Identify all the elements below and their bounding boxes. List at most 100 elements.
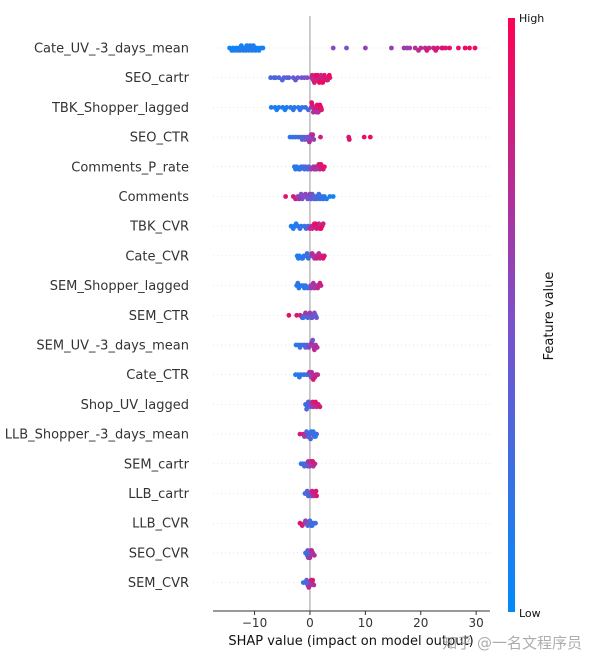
shap-point xyxy=(304,577,309,583)
shap-point xyxy=(308,436,313,442)
shap-point xyxy=(330,45,336,51)
shap-point xyxy=(363,45,368,51)
shap-point xyxy=(310,132,316,138)
shap-point xyxy=(316,221,322,227)
shap-point xyxy=(290,226,296,232)
shap-point xyxy=(317,80,322,85)
feature-label: SEO_cartr xyxy=(125,71,190,86)
shap-point xyxy=(317,280,323,286)
shap-point xyxy=(260,45,266,51)
shap-point xyxy=(297,431,303,437)
shap-point xyxy=(268,105,274,110)
shap-point xyxy=(304,75,310,81)
shap-point xyxy=(304,251,310,256)
shap-point xyxy=(273,75,278,81)
shap-point xyxy=(294,312,300,318)
shap-point xyxy=(314,255,319,261)
feature-label: SEM_cartr xyxy=(124,457,190,472)
shap-point xyxy=(297,374,302,380)
shap-point xyxy=(297,166,303,172)
shap-point xyxy=(310,429,316,435)
shap-point xyxy=(309,191,315,197)
shap-point xyxy=(472,45,478,51)
points-layer xyxy=(227,43,478,590)
shap-point xyxy=(467,45,472,51)
shap-point xyxy=(295,280,301,286)
shap-point xyxy=(389,45,394,51)
shap-point xyxy=(404,45,410,51)
shap-point xyxy=(300,315,306,321)
shap-point xyxy=(326,72,332,78)
shap-point xyxy=(315,285,321,291)
shap-point xyxy=(310,109,316,115)
shap-point xyxy=(318,72,324,78)
shap-point xyxy=(312,80,317,85)
shap-point xyxy=(367,134,373,140)
feature-label: Comments_P_rate xyxy=(71,160,189,175)
shap-point xyxy=(279,77,285,83)
shap-point xyxy=(313,434,318,439)
colorbar-high-label: High xyxy=(519,12,544,25)
shap-point xyxy=(311,137,317,142)
shap-point xyxy=(303,310,308,316)
shap-point xyxy=(296,196,302,202)
shap-point xyxy=(330,194,336,199)
shap-point xyxy=(312,347,317,353)
shap-point xyxy=(309,251,315,256)
shap-point xyxy=(313,399,318,405)
x-ticks: −10 0 10 20 30 xyxy=(242,611,484,630)
x-tick-label: 10 xyxy=(358,616,373,630)
shap-point xyxy=(303,345,308,350)
shap-point xyxy=(313,488,319,494)
shap-point xyxy=(310,577,316,583)
shap-point xyxy=(314,196,319,202)
shap-point xyxy=(305,196,311,202)
shap-point xyxy=(313,72,318,78)
watermark-text: 知乎 @一名文程序员 xyxy=(442,634,582,652)
shap-point xyxy=(310,377,316,382)
shap-point xyxy=(286,312,292,318)
shap-point xyxy=(304,429,309,435)
shap-point xyxy=(309,548,314,553)
shap-point xyxy=(297,226,303,232)
shap-point xyxy=(304,488,310,494)
shap-point xyxy=(317,404,323,410)
shap-point xyxy=(412,45,418,51)
shap-point xyxy=(305,459,311,464)
shap-point xyxy=(317,102,323,108)
shap-point xyxy=(303,226,309,232)
shap-point xyxy=(320,255,326,261)
feature-labels: Cate_UV_-3_days_mean SEO_cartr TBK_Shopper… xyxy=(5,42,190,592)
feature-label: LLB_cartr xyxy=(128,487,189,502)
shap-point xyxy=(314,315,319,321)
shap-point xyxy=(314,226,319,232)
shap-point xyxy=(300,255,306,261)
shap-point xyxy=(305,548,311,553)
shap-point xyxy=(320,196,326,202)
shap-point xyxy=(309,315,315,321)
shap-point xyxy=(309,72,315,78)
shap-point xyxy=(305,555,311,561)
shap-point xyxy=(440,45,446,51)
x-tick-label: 30 xyxy=(469,616,484,630)
shap-point xyxy=(312,552,317,558)
x-axis-title: SHAP value (impact on model output) xyxy=(228,634,473,649)
shap-point xyxy=(316,191,322,197)
shap-point xyxy=(416,48,421,53)
feature-label: Cate_UV_-3_days_mean xyxy=(34,42,189,57)
shap-point xyxy=(424,48,430,53)
shap-point xyxy=(303,191,308,197)
shap-point xyxy=(306,585,312,590)
x-tick-label: −10 xyxy=(242,616,267,630)
shap-point xyxy=(304,406,309,412)
colorbar-title: Feature value xyxy=(542,272,557,361)
shap-point xyxy=(295,255,301,261)
shap-point xyxy=(318,162,324,167)
shap-point xyxy=(284,75,290,81)
shap-point xyxy=(314,166,319,172)
shap-point xyxy=(309,523,315,528)
shap-point xyxy=(314,493,319,499)
feature-label: Cate_CTR xyxy=(126,368,189,383)
colorbar-gradient xyxy=(508,18,515,612)
shap-point xyxy=(322,72,327,78)
